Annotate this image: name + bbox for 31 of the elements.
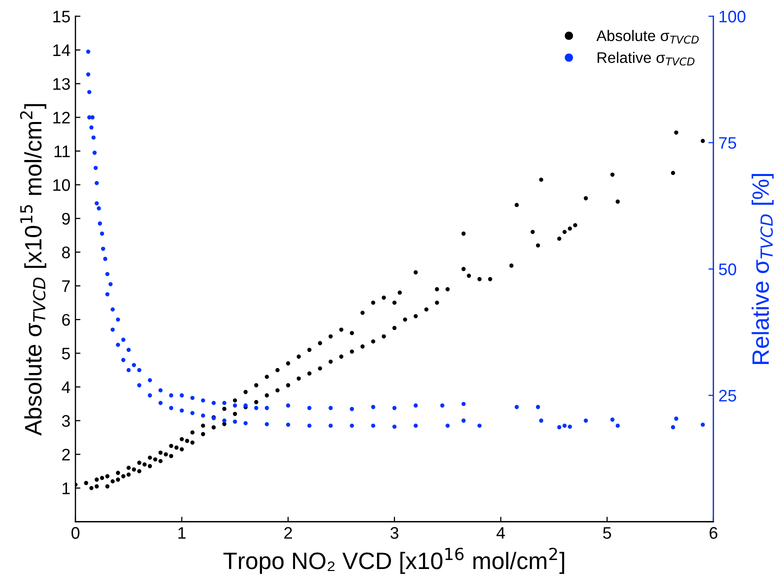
- y-tick-label: 11: [54, 146, 70, 158]
- x-tick-label: 3: [390, 527, 398, 539]
- x-tick-label: 2: [284, 527, 292, 539]
- y-tick-label: 8: [62, 246, 70, 258]
- x-tick-label: 4: [496, 527, 505, 539]
- y2-tick-label: 25: [719, 390, 736, 402]
- y-tick-label: 3: [62, 415, 70, 427]
- y-tick-label: 1: [62, 482, 70, 494]
- y2-tick-label: 100: [720, 10, 746, 22]
- y2-axis-title: Relative σ$_{TVCD}$ [%]: [752, 174, 774, 364]
- y-tick-label: 12: [53, 112, 70, 124]
- y-tick-label: 13: [53, 78, 70, 90]
- y-tick-label: 5: [62, 348, 70, 360]
- y-axis-title: Absolute σ$_{TVCD}$ [x10$^{15}$ mol/cm$^{2}$]: [20, 104, 46, 436]
- y-tick-label: 10: [53, 179, 70, 191]
- x-tick-label: 5: [603, 527, 612, 539]
- y2-tick-label: 50: [718, 263, 736, 276]
- y-tick-label: 2: [62, 448, 70, 460]
- x-axis-title: Tropo NO₂ VCD [x10$^{16}$ mol/cm$^{2}$]: [223, 548, 564, 574]
- y-tick-label: 4: [62, 382, 70, 393]
- y-tick-label: 7: [62, 280, 70, 292]
- y-tick-label: 15: [53, 10, 70, 22]
- y2-tick-label: 75: [719, 137, 736, 149]
- legend-label: Relative σ$_{TVCD}$: [598, 52, 694, 66]
- x-tick-label: 6: [710, 527, 718, 539]
- y-tick-label: 6: [62, 314, 70, 326]
- y-tick-label: 14: [53, 44, 70, 56]
- x-tick-label: 1: [178, 527, 186, 539]
- legend-label: Absolute σ$_{TVCD}$: [596, 30, 699, 44]
- y-tick-label: 9: [62, 212, 70, 225]
- x-tick-label: 0: [71, 527, 80, 539]
